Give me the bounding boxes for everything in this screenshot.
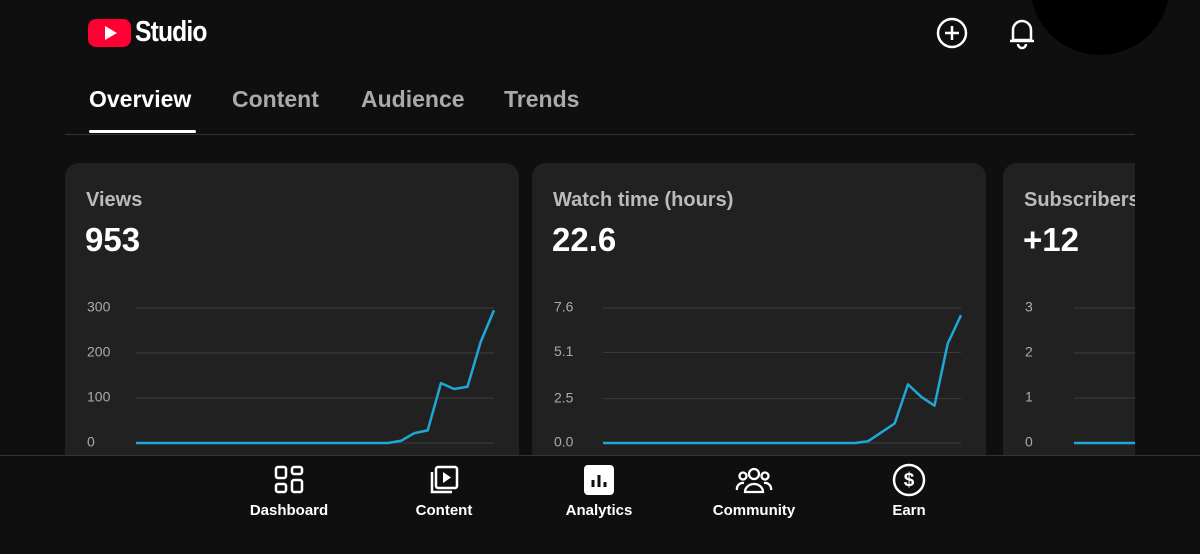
y-tick-label: 0 — [1025, 434, 1033, 450]
y-tick-label: 7.6 — [554, 299, 574, 315]
y-tick-label: 5.1 — [554, 343, 574, 359]
metric-card[interactable]: Views 953 0 100 200 300 — [65, 163, 519, 455]
logo-text: Studio — [135, 16, 207, 48]
nav-label: Community — [712, 502, 796, 519]
y-tick-label: 200 — [87, 344, 111, 360]
bottom-nav: Dashboard Content Analytics Community $ … — [0, 455, 1200, 554]
y-tick-label: 3 — [1025, 299, 1033, 315]
line-chart: 0.0 2.5 5.1 7.6 — [554, 299, 963, 450]
y-tick-label: 0 — [87, 434, 95, 450]
create-button[interactable] — [934, 16, 970, 52]
card-value: 22.6 — [552, 221, 617, 258]
tab[interactable]: Trends — [504, 86, 580, 112]
avatar[interactable] — [1030, 0, 1170, 55]
series-line — [136, 309, 496, 445]
card-title: Views — [86, 189, 143, 211]
nav-label: Dashboard — [249, 502, 329, 519]
series-line — [1074, 441, 1135, 445]
y-tick-label: 0.0 — [554, 434, 574, 450]
card-title: Watch time (hours) — [553, 189, 734, 211]
line-chart: 0 1 2 3 — [1025, 299, 1135, 450]
card-title: Subscribers — [1024, 189, 1135, 211]
earn-icon: $ — [892, 463, 926, 497]
divider — [65, 134, 1135, 135]
nav-label: Earn — [892, 502, 926, 519]
y-tick-label: 100 — [87, 389, 111, 405]
line-chart: 0 100 200 300 — [87, 299, 496, 450]
y-tick-label: 2 — [1025, 344, 1033, 360]
notifications-button[interactable] — [1005, 14, 1039, 50]
dashboard-icon — [274, 465, 304, 494]
y-tick-label: 2.5 — [554, 389, 574, 405]
nav-label: Content — [415, 502, 473, 519]
analytics-icon — [584, 465, 614, 495]
card-value: 953 — [85, 221, 141, 258]
community-icon — [735, 467, 773, 494]
nav-label: Analytics — [565, 502, 633, 519]
tab[interactable]: Overview — [89, 86, 192, 112]
tab[interactable]: Audience — [361, 86, 465, 112]
cards: Views 953 0 100 200 300 Watch time (hours) 22.6… — [65, 163, 1135, 455]
active-tab-indicator — [89, 130, 196, 133]
tab[interactable]: Content — [232, 86, 319, 112]
content-icon — [430, 465, 459, 494]
y-tick-label: 1 — [1025, 389, 1033, 405]
metric-card[interactable]: Subscribers +12 0 1 2 3 — [1003, 163, 1135, 455]
svg-text:$: $ — [904, 470, 915, 491]
metric-card[interactable]: Watch time (hours) 22.6 0.0 2.5 5.1 7.6 — [532, 163, 986, 455]
youtube-logo[interactable] — [88, 17, 132, 49]
card-value: +12 — [1023, 221, 1079, 258]
series-line — [603, 314, 963, 445]
y-tick-label: 300 — [87, 299, 111, 315]
